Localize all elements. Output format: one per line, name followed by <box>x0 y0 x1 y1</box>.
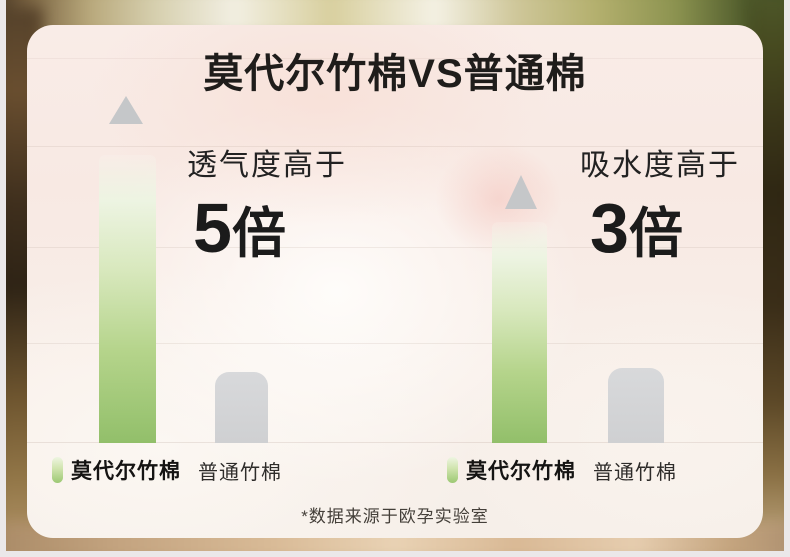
absorbency-label: 吸水度高于 <box>580 149 740 182</box>
bar-modal-bamboo-absorbency <box>492 222 547 443</box>
legend-label-modal-bamboo: 莫代尔竹棉 <box>71 460 181 483</box>
arrow-up-icon <box>109 93 143 124</box>
legend-capsule-icon <box>52 457 63 483</box>
breathability-label: 透气度高于 <box>187 149 347 182</box>
card-title: 莫代尔竹棉VS普通棉 <box>203 52 587 96</box>
multiplier-value: 5 <box>193 189 232 267</box>
multiplier-unit: 倍 <box>628 204 684 264</box>
comparison-card: 莫代尔竹棉VS普通棉 透气度高于 5倍 莫代尔竹棉 普通竹棉 吸水度高于 3倍 … <box>27 25 763 538</box>
legend-label-ordinary-cotton: 普通竹棉 <box>198 461 282 484</box>
arrow-up-icon <box>505 172 537 209</box>
gridline <box>27 58 763 59</box>
absorbency-multiplier: 3倍 <box>590 193 684 263</box>
legend-label-ordinary-cotton: 普通竹棉 <box>593 461 677 484</box>
multiplier-unit: 倍 <box>231 204 287 264</box>
gridline <box>27 247 763 248</box>
breathability-multiplier: 5倍 <box>193 193 287 263</box>
multiplier-value: 3 <box>590 189 629 267</box>
legend-capsule-icon <box>447 457 458 483</box>
gridline <box>27 343 763 344</box>
bar-modal-bamboo-breathability <box>99 155 156 443</box>
legend-label-modal-bamboo: 莫代尔竹棉 <box>466 460 576 483</box>
bar-ordinary-cotton-breathability <box>215 372 268 443</box>
legend-absorbency: 莫代尔竹棉 普通竹棉 <box>447 455 677 485</box>
gridline <box>27 146 763 147</box>
bar-ordinary-cotton-absorbency <box>608 368 664 443</box>
legend-breathability: 莫代尔竹棉 普通竹棉 <box>52 455 282 485</box>
data-source-footnote: *数据来源于欧孕实验室 <box>301 507 489 526</box>
baseline-gridline <box>27 442 763 443</box>
